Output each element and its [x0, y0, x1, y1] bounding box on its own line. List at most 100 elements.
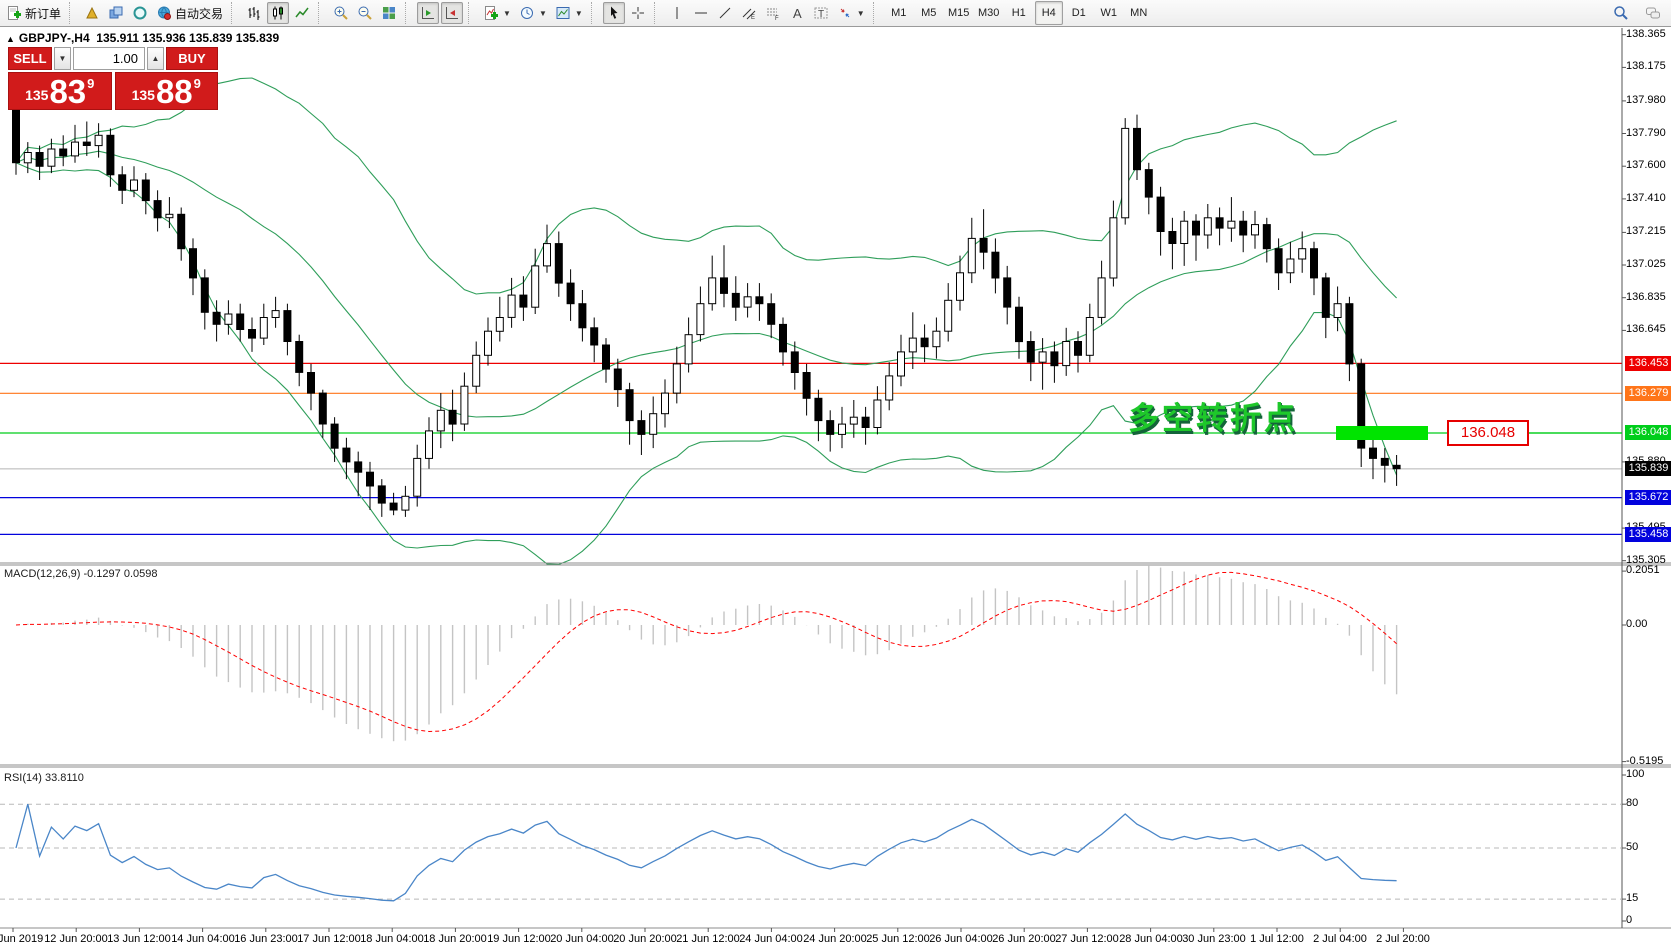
- label-button[interactable]: T: [810, 2, 832, 24]
- volume-input[interactable]: [73, 47, 145, 70]
- search-button[interactable]: [1610, 2, 1632, 24]
- candle: [790, 351, 799, 373]
- candle: [779, 323, 787, 353]
- timeframe-M15-button[interactable]: M15: [948, 7, 970, 19]
- time-tick-label: 20 Jun 20:00: [613, 933, 677, 945]
- candle: [649, 413, 658, 435]
- highlight-rectangle[interactable]: [1336, 426, 1428, 440]
- cursor-icon: [610, 6, 618, 19]
- templates-button[interactable]: ▼: [552, 2, 586, 24]
- autotrading-button[interactable]: 自动交易: [153, 2, 226, 24]
- sell-button[interactable]: SELL: [8, 47, 52, 70]
- new-order-button[interactable]: 新订单: [3, 2, 64, 24]
- candle: [1298, 248, 1307, 260]
- chat-icon: [1646, 7, 1660, 19]
- auto-scroll-button[interactable]: [417, 2, 440, 24]
- candle: [23, 152, 32, 164]
- horizontal-line-icon: [694, 12, 707, 14]
- new-order-button-label: 新订单: [25, 6, 62, 21]
- market-watch-button[interactable]: [81, 2, 103, 24]
- chevron-down-icon[interactable]: ▼: [503, 8, 511, 18]
- timeframe-M1-button[interactable]: M1: [891, 7, 907, 19]
- time-tick-label: 28 Jun 04:00: [1119, 933, 1183, 945]
- candle: [507, 294, 516, 318]
- indicators-button[interactable]: ▼: [480, 2, 514, 24]
- volume-increment-button[interactable]: ▲: [147, 47, 164, 70]
- timeframe-H4-button[interactable]: H4: [1034, 1, 1063, 25]
- candle: [1144, 169, 1153, 198]
- symbol-name: GBPJPY-,H4: [18, 31, 90, 45]
- periods-icon: [520, 7, 533, 19]
- fibonacci-button[interactable]: F: [762, 2, 784, 24]
- zoom-out-button[interactable]: [354, 2, 376, 24]
- chart-shift-button[interactable]: [441, 2, 464, 24]
- buy-price-panel[interactable]: 135 88 9: [114, 72, 218, 110]
- line-chart-button[interactable]: [291, 2, 313, 24]
- candle: [554, 243, 563, 284]
- data-window-button[interactable]: [129, 2, 151, 24]
- timeframe-D1-button[interactable]: D1: [1071, 7, 1086, 19]
- symbol-ohlc: 135.911 135.936 135.839 135.839: [96, 31, 280, 45]
- candle: [283, 310, 292, 343]
- cursor-button[interactable]: [602, 2, 625, 24]
- candle: [531, 265, 540, 308]
- sell-price-prefix: 135: [25, 87, 49, 103]
- buy-button[interactable]: BUY: [166, 47, 218, 70]
- chevron-down-icon[interactable]: ▼: [856, 8, 865, 18]
- crosshair-button[interactable]: [627, 2, 649, 24]
- candle: [873, 399, 882, 428]
- candle: [1310, 248, 1318, 279]
- chat-button[interactable]: [1642, 2, 1664, 24]
- rsi-indicator-label: RSI(14) 33.8110: [4, 772, 84, 784]
- buy-price-pip: 9: [193, 76, 201, 91]
- text-button[interactable]: A: [786, 2, 808, 24]
- chevron-down-icon[interactable]: ▼: [538, 8, 547, 18]
- candle: [153, 200, 162, 219]
- timeframe-W1-button[interactable]: W1: [1100, 7, 1117, 19]
- volume-decrement-button[interactable]: ▼: [54, 47, 71, 70]
- price-tick-label: 135.305: [1626, 554, 1666, 566]
- bar-chart-button[interactable]: [243, 2, 265, 24]
- price-tag-label[interactable]: 136.048: [1447, 420, 1529, 446]
- sell-price-panel[interactable]: 135 83 9: [8, 72, 112, 110]
- chart-canvas[interactable]: [0, 28, 1671, 951]
- candle: [885, 375, 894, 401]
- price-tick-label: 0.2051: [1626, 564, 1660, 576]
- bar-chart-icon: [248, 7, 260, 20]
- vertical-line-button[interactable]: [666, 2, 688, 24]
- time-tick-label: 26 Jun 20:00: [992, 933, 1056, 945]
- timeframe-M5-button[interactable]: M5: [921, 7, 937, 19]
- candle: [1357, 363, 1366, 449]
- toolbar-separator: [653, 2, 662, 24]
- turning-point-annotation[interactable]: 多空转折点: [1128, 401, 1298, 436]
- periods-button[interactable]: ▼: [516, 2, 550, 24]
- candle: [920, 337, 929, 348]
- indicators-icon: [485, 6, 499, 20]
- chart-window[interactable]: ▲ GBPJPY-,H4 135.911 135.936 135.839 135.…: [0, 28, 1671, 951]
- tile-windows-button[interactable]: [378, 2, 400, 24]
- channel-button[interactable]: E: [738, 2, 760, 24]
- zoom-in-button[interactable]: [330, 2, 352, 24]
- arrows-button[interactable]: ▼: [834, 2, 868, 24]
- horizontal-line-button[interactable]: [690, 2, 712, 24]
- time-tick-label: 1 Jul 12:00: [1250, 933, 1304, 945]
- timeframe-MN-button[interactable]: MN: [1130, 7, 1148, 19]
- price-line-badge: 135.458: [1625, 527, 1671, 542]
- candle: [696, 303, 705, 336]
- svg-text:F: F: [775, 16, 779, 21]
- time-tick-label: 2 Jul 20:00: [1376, 933, 1430, 945]
- candlestick-chart-icon: [273, 6, 284, 20]
- candle: [543, 243, 551, 267]
- timeframe-H1-button[interactable]: H1: [1011, 7, 1026, 19]
- trendline-button[interactable]: [714, 2, 736, 24]
- zoom-out-icon: [358, 6, 372, 20]
- symbol-marker-icon: ▲: [6, 34, 15, 44]
- navigator-button[interactable]: [105, 2, 127, 24]
- timeframe-M30-button[interactable]: M30: [978, 7, 1000, 19]
- candle: [342, 447, 351, 463]
- chevron-down-icon[interactable]: ▼: [574, 8, 583, 18]
- candle: [141, 179, 150, 202]
- candlestick-chart-button[interactable]: [267, 2, 290, 24]
- candle: [248, 329, 256, 339]
